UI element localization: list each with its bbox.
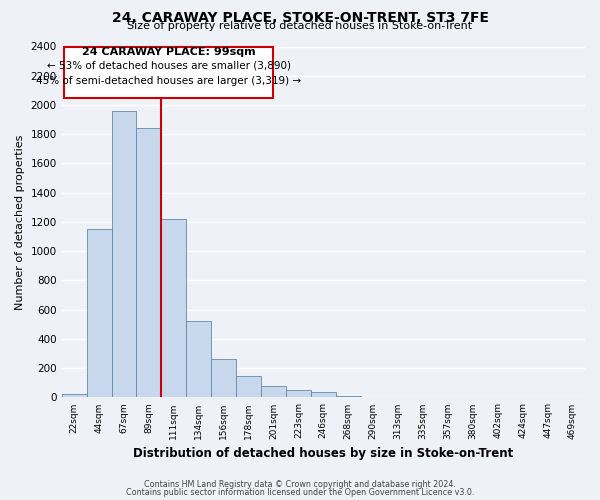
Bar [86,228,112,398]
Bar [236,376,261,398]
Bar [336,396,361,398]
X-axis label: Distribution of detached houses by size in Stoke-on-Trent: Distribution of detached houses by size … [133,447,514,460]
Bar [361,396,386,398]
Text: 45% of semi-detached houses are larger (3,319) →: 45% of semi-detached houses are larger (… [36,76,301,86]
Y-axis label: Number of detached properties: Number of detached properties [15,134,25,310]
Bar [186,322,211,398]
Bar [286,390,311,398]
Text: 24 CARAWAY PLACE: 99sqm: 24 CARAWAY PLACE: 99sqm [82,48,256,58]
Text: ← 53% of detached houses are smaller (3,890): ← 53% of detached houses are smaller (3,… [47,60,290,70]
Bar [311,392,336,398]
Bar [62,394,86,398]
Bar [211,358,236,398]
Bar [161,219,186,398]
Text: Contains public sector information licensed under the Open Government Licence v3: Contains public sector information licen… [126,488,474,497]
Bar [112,111,136,398]
Text: Contains HM Land Registry data © Crown copyright and database right 2024.: Contains HM Land Registry data © Crown c… [144,480,456,489]
Bar [64,46,274,98]
Text: Size of property relative to detached houses in Stoke-on-Trent: Size of property relative to detached ho… [127,21,473,31]
Bar [136,128,161,398]
Bar [261,386,286,398]
Text: 24, CARAWAY PLACE, STOKE-ON-TRENT, ST3 7FE: 24, CARAWAY PLACE, STOKE-ON-TRENT, ST3 7… [112,11,488,25]
